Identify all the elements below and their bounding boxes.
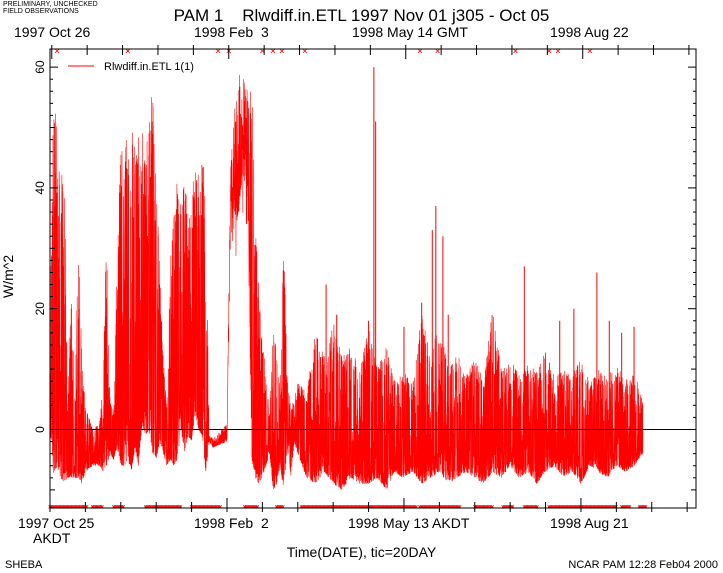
footer-timestamp: NCAR PAM 12:28 Feb04 2000 bbox=[568, 559, 718, 571]
top-flag-marker bbox=[270, 48, 276, 54]
top-flag-marker bbox=[279, 48, 285, 54]
top-flag-marker bbox=[555, 48, 561, 54]
preliminary-notice-line2: FIELD OBSERVATIONS bbox=[3, 8, 79, 15]
series-line bbox=[49, 74, 644, 490]
legend-label: Rlwdiff.in.ETL 1(1) bbox=[104, 61, 194, 73]
bottom-axis-label-1: 1997 Oct 25 bbox=[18, 515, 95, 531]
top-axis-label-4: 1998 Aug 22 bbox=[550, 24, 629, 40]
y-tick-label: 40 bbox=[33, 181, 47, 195]
top-flag-marker bbox=[215, 48, 221, 54]
x-axis-label: Time(DATE), tic=20DAY bbox=[286, 544, 437, 560]
bottom-axis-label-3: 1998 May 13 AKDT bbox=[348, 515, 470, 531]
top-flag-marker bbox=[435, 48, 440, 54]
top-flag-marker bbox=[125, 48, 131, 54]
top-flag-marker bbox=[513, 48, 518, 54]
top-flag-marker bbox=[302, 48, 308, 54]
top-flag-marker bbox=[417, 48, 423, 54]
top-axis-label-2: 1998 Feb 3 bbox=[194, 24, 269, 40]
plot-frame bbox=[49, 48, 697, 509]
y-tick-label: 0 bbox=[33, 426, 47, 433]
bottom-axis-label-2: 1998 Feb 2 bbox=[194, 515, 269, 531]
top-flag-marker bbox=[587, 48, 593, 54]
top-axis-label-3: 1998 May 14 GMT bbox=[352, 24, 468, 40]
y-tick-label: 60 bbox=[33, 60, 47, 74]
preliminary-notice: PRELIMINARY, UNCHECKED FIELD OBSERVATION… bbox=[3, 1, 98, 15]
y-tick-label: 20 bbox=[33, 302, 47, 316]
y-axis-label: W/m^2 bbox=[0, 254, 16, 298]
preliminary-notice-line1: PRELIMINARY, UNCHECKED bbox=[3, 1, 98, 8]
bottom-axis-timezone: AKDT bbox=[33, 530, 71, 546]
top-flag-marker bbox=[54, 48, 60, 54]
chart-title: PAM 1 Rlwdiff.in.ETL 1997 Nov 01 j305 - … bbox=[173, 6, 550, 25]
top-axis-label-1: 1997 Oct 26 bbox=[14, 24, 91, 40]
footer-project: SHEBA bbox=[5, 559, 43, 571]
bottom-axis-label-4: 1998 Aug 21 bbox=[550, 515, 629, 531]
